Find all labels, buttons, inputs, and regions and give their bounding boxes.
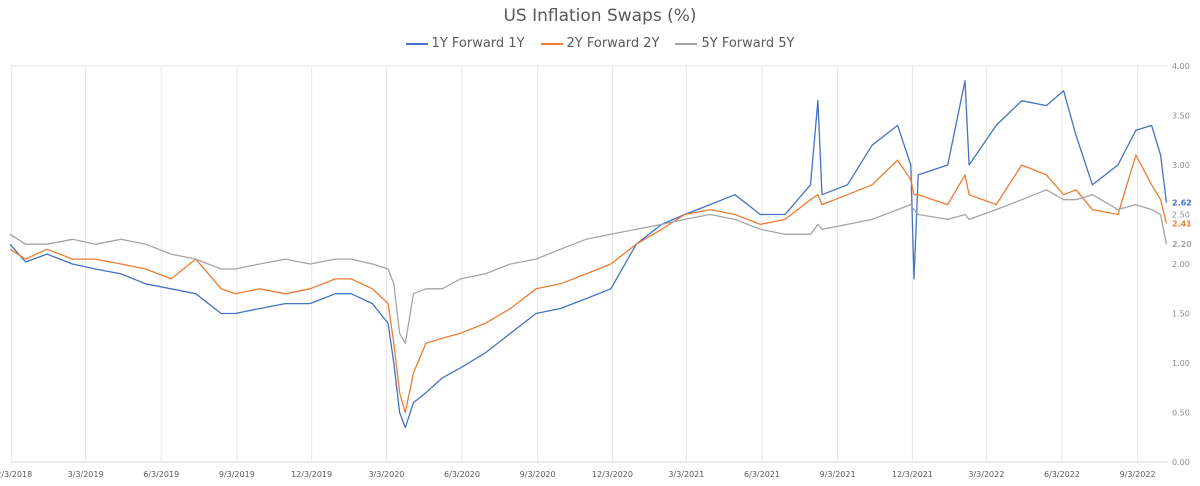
y-tick-label: 0.00 bbox=[1172, 458, 1190, 467]
y-tick-label: 1.50 bbox=[1172, 310, 1190, 319]
series-end-label: 2.41 bbox=[1172, 219, 1192, 228]
x-tick-label: 6/3/2020 bbox=[444, 470, 480, 479]
y-tick-label: 2.00 bbox=[1172, 260, 1190, 269]
chart-title: US Inflation Swaps (%) bbox=[503, 6, 697, 26]
x-tick-label: 12/3/2019 bbox=[291, 470, 332, 479]
series-end-label: 2.20 bbox=[1172, 240, 1192, 249]
x-tick-label: 6/3/2021 bbox=[744, 470, 780, 479]
y-tick-label: 1.00 bbox=[1172, 359, 1190, 368]
y-tick-label: 3.00 bbox=[1172, 161, 1190, 170]
series-line-2 bbox=[9, 154, 1168, 414]
legend-label: 5Y Forward 5Y bbox=[701, 36, 795, 51]
x-tick-label: 9/3/2020 bbox=[520, 470, 556, 479]
series-end-label: 2.62 bbox=[1172, 199, 1192, 208]
legend-swatch bbox=[675, 42, 698, 45]
legend-swatch bbox=[540, 42, 563, 45]
legend-item: 1Y Forward 1Y bbox=[405, 36, 525, 51]
x-tick-label: 9/3/2021 bbox=[820, 470, 856, 479]
y-tick-label: 2.50 bbox=[1172, 211, 1190, 220]
x-tick-label: 6/3/2022 bbox=[1044, 470, 1080, 479]
legend-label: 1Y Forward 1Y bbox=[431, 36, 525, 51]
legend-item: 5Y Forward 5Y bbox=[675, 36, 794, 51]
legend-label: 2Y Forward 2Y bbox=[566, 36, 660, 51]
y-tick-label: 0.50 bbox=[1172, 409, 1190, 418]
legend: 1Y Forward 1Y 2Y Forward 2Y 5Y Forward 5Y bbox=[0, 36, 1200, 51]
legend-swatch bbox=[405, 42, 428, 45]
series-line-1 bbox=[9, 80, 1168, 429]
series-line-3 bbox=[9, 189, 1168, 344]
x-tick-label: 12/3/2020 bbox=[592, 470, 633, 479]
x-tick-label: 12/3/2018 bbox=[0, 470, 32, 479]
x-tick-label: 3/3/2019 bbox=[68, 470, 104, 479]
x-tick-label: 3/3/2021 bbox=[668, 470, 704, 479]
x-tick-label: 3/3/2022 bbox=[968, 470, 1004, 479]
y-tick-label: 3.50 bbox=[1172, 112, 1190, 121]
x-tick-label: 9/3/2022 bbox=[1120, 470, 1156, 479]
x-tick-label: 12/3/2021 bbox=[892, 470, 933, 479]
x-tick-label: 9/3/2019 bbox=[219, 470, 255, 479]
legend-item: 2Y Forward 2Y bbox=[540, 36, 660, 51]
x-tick-label: 3/3/2020 bbox=[368, 470, 404, 479]
y-tick-label: 4.00 bbox=[1172, 62, 1190, 71]
x-tick-label: 6/3/2019 bbox=[143, 470, 179, 479]
